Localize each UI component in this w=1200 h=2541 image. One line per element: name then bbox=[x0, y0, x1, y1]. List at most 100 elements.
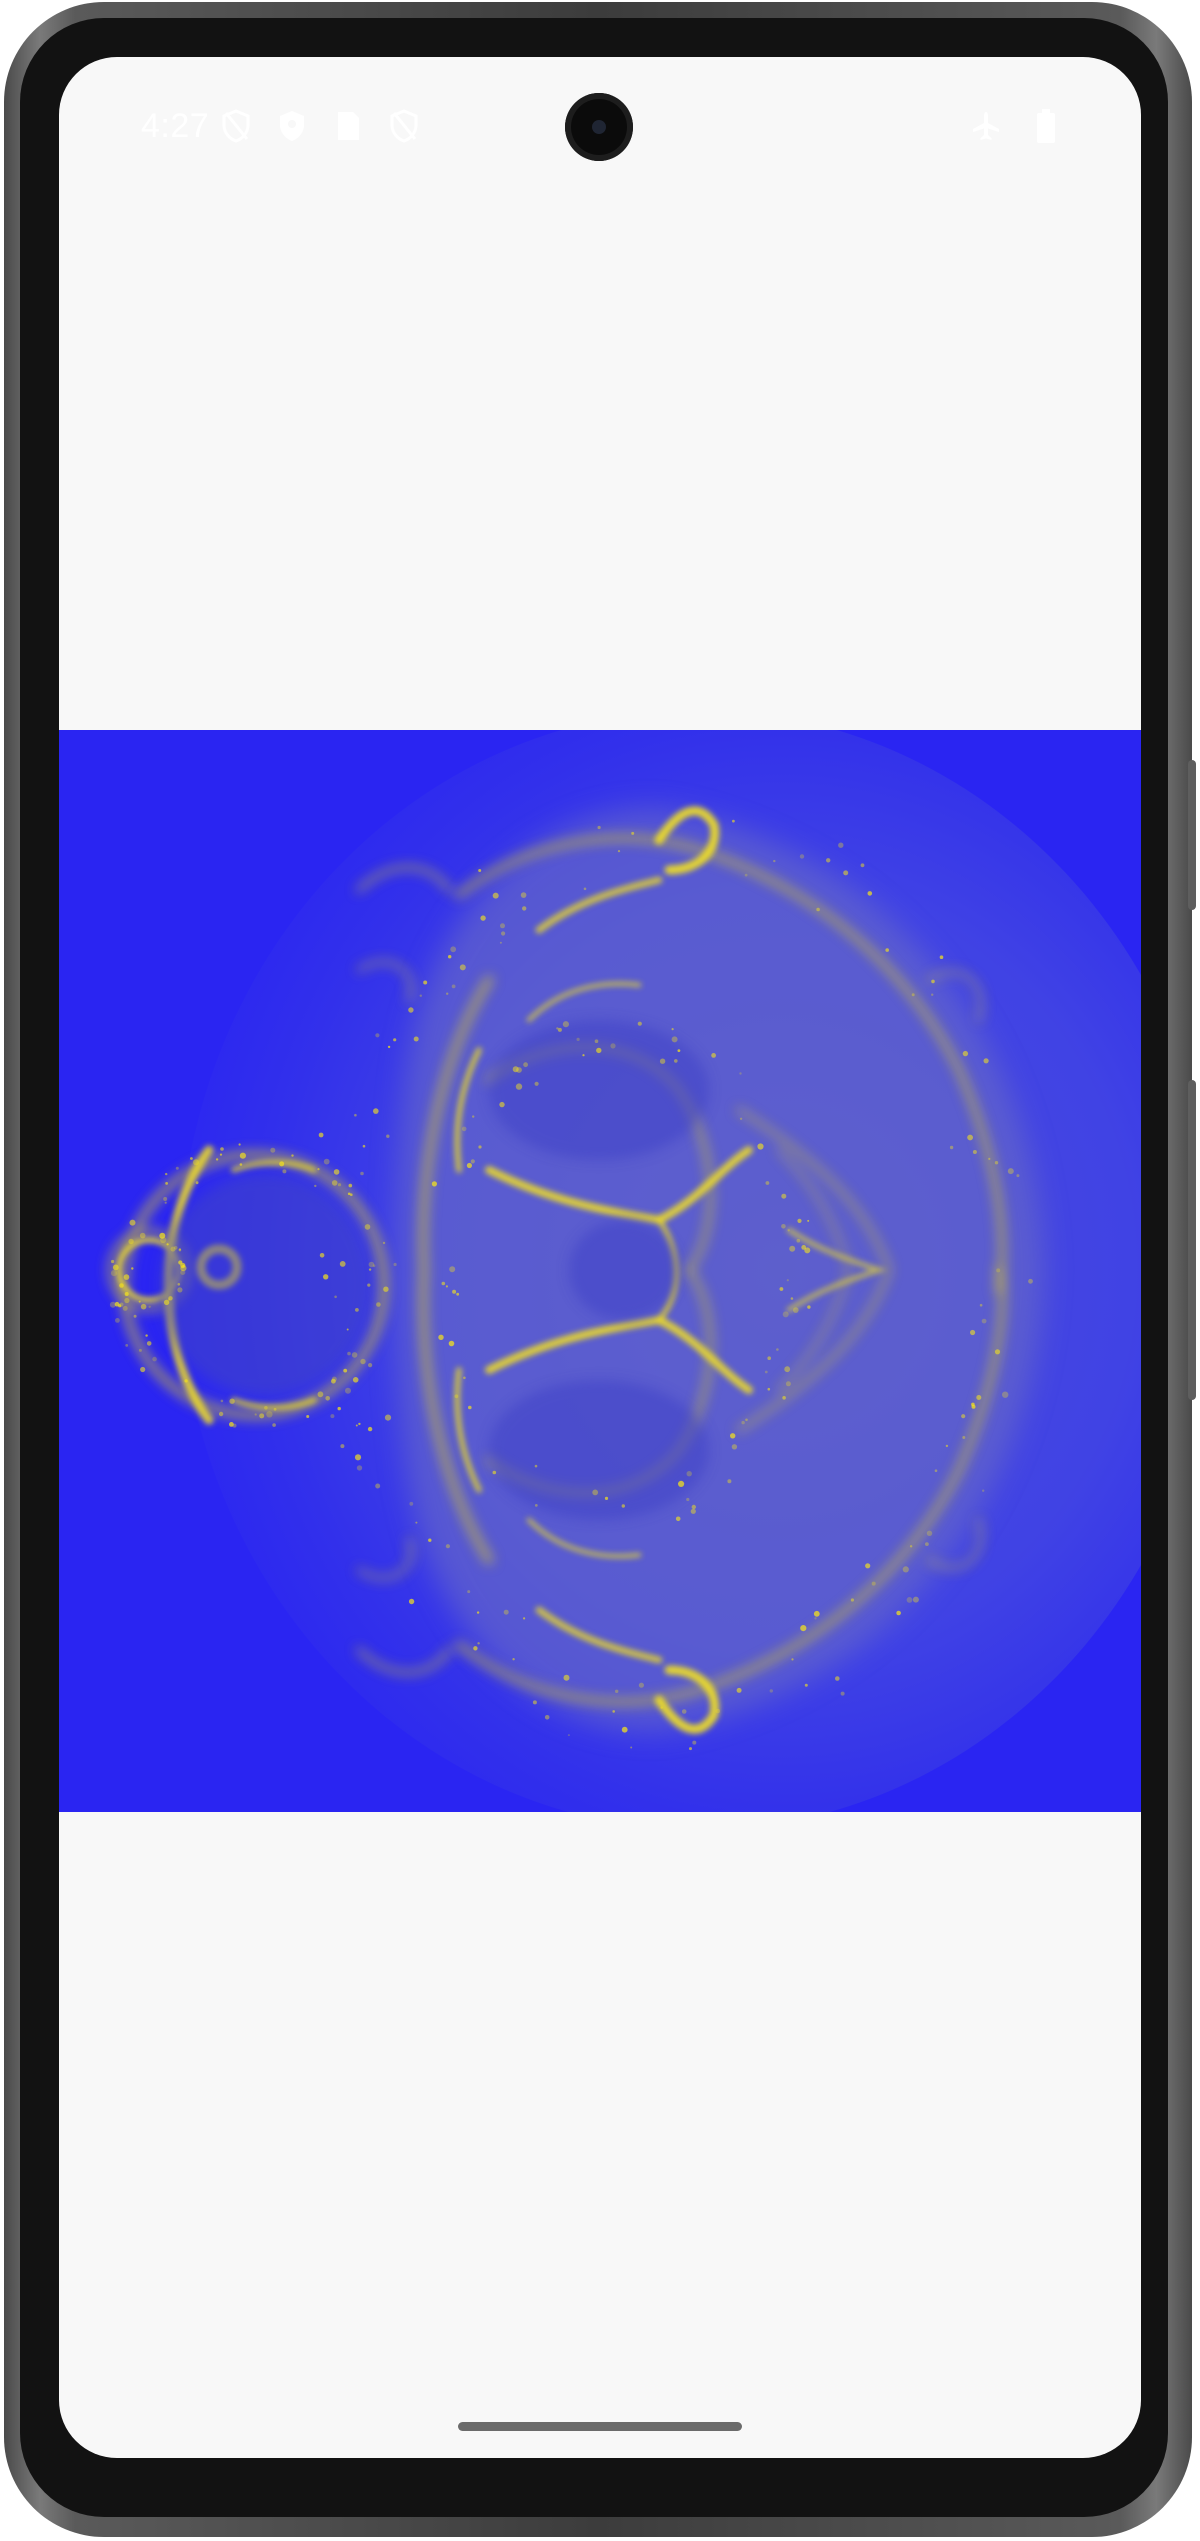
sparkle-dot bbox=[355, 1308, 359, 1312]
sparkle-dot bbox=[582, 1054, 585, 1057]
sparkle-dot bbox=[732, 819, 735, 823]
sparkle-dot bbox=[358, 1422, 361, 1426]
sparkle-dot bbox=[445, 1544, 450, 1549]
sparkle-dot bbox=[492, 892, 499, 899]
sparkle-dot bbox=[800, 1625, 807, 1632]
sparkle-dot bbox=[610, 1043, 616, 1049]
sparkle-dot bbox=[689, 1747, 692, 1751]
sparkle-dot bbox=[567, 1734, 570, 1737]
sparkle-dot bbox=[330, 1414, 335, 1419]
sparkle-dot bbox=[165, 1172, 168, 1176]
gesture-bar[interactable] bbox=[458, 2422, 742, 2431]
sparkle-dot bbox=[503, 1609, 509, 1615]
sparkle-dot bbox=[473, 1646, 478, 1651]
sparkle-dot bbox=[441, 1281, 446, 1286]
sparkle-dot bbox=[140, 1303, 147, 1310]
sparkle-dot bbox=[468, 1405, 472, 1410]
sparkle-dot bbox=[124, 1292, 129, 1296]
sparkle-dot bbox=[512, 1066, 519, 1073]
sparkle-dot bbox=[799, 854, 805, 859]
sparkle-dot bbox=[675, 1516, 681, 1522]
sparkle-dot bbox=[218, 1411, 224, 1417]
sparkle-dot bbox=[270, 1147, 276, 1153]
sparkle-dot bbox=[346, 1328, 349, 1331]
sparkle-dot bbox=[272, 1423, 276, 1427]
sparkle-dot bbox=[254, 1413, 257, 1416]
sparkle-dot bbox=[451, 984, 456, 989]
sparkle-dot bbox=[971, 1402, 975, 1407]
sparkle-dot bbox=[896, 1610, 901, 1616]
sparkle-dot bbox=[1007, 1168, 1014, 1175]
sparkle-dot bbox=[764, 1370, 768, 1374]
sparkle-dot bbox=[450, 946, 457, 953]
sparkle-dot bbox=[384, 1414, 392, 1421]
sparkle-dot bbox=[477, 1642, 480, 1645]
sparkle-dot bbox=[691, 1504, 696, 1510]
sparkle-dot bbox=[373, 1108, 379, 1114]
sparkle-dot bbox=[461, 1126, 467, 1132]
sparkle-dot bbox=[796, 1238, 801, 1243]
sparkle-dot bbox=[782, 1396, 786, 1400]
sparkle-dot bbox=[448, 1340, 455, 1347]
sparkle-dot bbox=[686, 1497, 690, 1502]
sparkle-dot bbox=[331, 1378, 336, 1384]
sparkle-dot bbox=[383, 1286, 389, 1292]
sparkle-dot bbox=[544, 1715, 550, 1720]
sparkle-dot bbox=[597, 825, 601, 830]
sparkle-dot bbox=[124, 1297, 130, 1304]
sparkle-dot bbox=[133, 1314, 137, 1318]
sparkle-dot bbox=[512, 1658, 515, 1661]
sparkle-dot bbox=[480, 915, 486, 921]
sparkle-dot bbox=[765, 1181, 770, 1185]
sparkle-dot bbox=[781, 1224, 786, 1229]
sparkle-dot bbox=[166, 1243, 169, 1246]
sparkle-dot bbox=[472, 1115, 475, 1118]
sparkle-dot bbox=[239, 1152, 246, 1159]
sparkle-dot bbox=[122, 1305, 128, 1311]
sparkle-dot bbox=[362, 1144, 366, 1148]
sparkle-dot bbox=[988, 1157, 991, 1160]
sparkle-dot bbox=[970, 1329, 976, 1336]
sparkle-dot bbox=[906, 1597, 913, 1603]
sparkle-dot bbox=[220, 1147, 224, 1151]
sparkle-dot bbox=[1002, 1391, 1009, 1398]
sparkle-dot bbox=[291, 1154, 294, 1157]
sparkle-dot bbox=[306, 1415, 310, 1418]
sparkle-dot bbox=[996, 1268, 1001, 1273]
sparkle-dot bbox=[678, 1480, 685, 1487]
sparkle-dot bbox=[767, 1387, 771, 1391]
sparkle-dot bbox=[757, 1143, 764, 1150]
sparkle-dot bbox=[173, 1246, 178, 1250]
sparkle-dot bbox=[621, 1726, 628, 1733]
sparkle-dot bbox=[356, 1465, 363, 1471]
sparkle-dot bbox=[184, 1379, 188, 1383]
sparkle-dot bbox=[347, 1192, 351, 1196]
sparkle-dot bbox=[816, 907, 820, 912]
sparkle-dot bbox=[318, 1132, 324, 1138]
sparkle-dot bbox=[314, 1184, 317, 1188]
sparkle-dot bbox=[730, 1433, 736, 1439]
sparkle-dot bbox=[446, 992, 449, 995]
sparkle-dot bbox=[731, 1444, 738, 1450]
sparkle-dot bbox=[317, 1391, 324, 1398]
sparkle-dot bbox=[448, 955, 452, 959]
sparkle-dot bbox=[994, 1161, 999, 1165]
sparkle-dot bbox=[333, 1169, 340, 1175]
sparkle-dot bbox=[129, 1219, 136, 1226]
sparkle-dot bbox=[177, 1287, 183, 1293]
sparkle-dot bbox=[972, 1150, 977, 1154]
sparkle-dot bbox=[476, 1611, 480, 1614]
sparkle-dot bbox=[376, 1302, 381, 1307]
sparkle-dot bbox=[368, 1261, 375, 1268]
sparkle-dot bbox=[177, 1283, 181, 1286]
sparkle-dot bbox=[520, 892, 527, 898]
sparkle-dot bbox=[193, 1159, 199, 1166]
sparkle-dot bbox=[961, 1414, 966, 1419]
sparkle-dot bbox=[885, 948, 889, 952]
sparkle-dot bbox=[786, 1279, 789, 1282]
sparkle-dot bbox=[789, 1245, 796, 1252]
sparkle-dot bbox=[112, 1264, 119, 1271]
sparkle-dot bbox=[348, 1183, 353, 1188]
sparkle-dot bbox=[110, 1270, 118, 1277]
sparkle-dot bbox=[470, 1159, 475, 1164]
